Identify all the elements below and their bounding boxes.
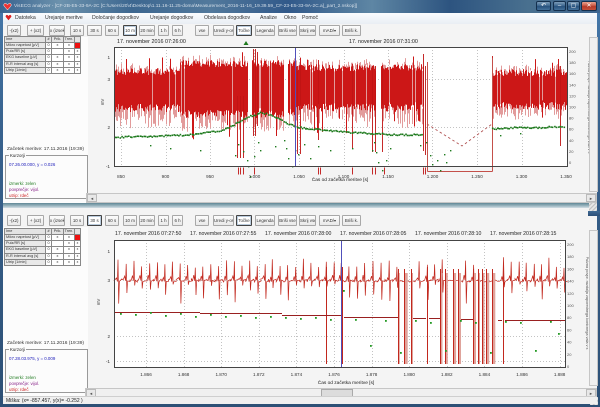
svg-text:Čas od začetka meritve [s]: Čas od začetka meritve [s] <box>318 379 375 386</box>
svg-text:3: 3 <box>107 77 110 82</box>
svg-text:17. november 2016 07:28:15: 17. november 2016 07:28:15 <box>490 231 556 237</box>
svg-text:40: 40 <box>567 340 572 345</box>
svg-text:1.874: 1.874 <box>291 372 303 377</box>
svg-text:17. november 2016 07:28:10: 17. november 2016 07:28:10 <box>415 231 481 237</box>
svg-text:160: 160 <box>567 266 574 271</box>
svg-text:1.888: 1.888 <box>554 372 566 377</box>
svg-text:200: 200 <box>567 242 574 247</box>
svg-text:Čas od začetka meritve [s]: Čas od začetka meritve [s] <box>312 176 369 183</box>
svg-text:0: 0 <box>567 364 570 369</box>
svg-text:1.876: 1.876 <box>328 372 340 377</box>
svg-text:160: 160 <box>569 71 576 76</box>
svg-text:mV: mV <box>100 99 105 106</box>
svg-text:180: 180 <box>567 254 574 259</box>
svg-text:-1: -1 <box>106 359 111 364</box>
svg-text:20: 20 <box>569 149 574 154</box>
svg-text:1.100: 1.100 <box>338 174 350 179</box>
svg-text:1.250: 1.250 <box>471 174 483 179</box>
svg-text:2: 2 <box>107 334 110 339</box>
svg-text:1.872: 1.872 <box>253 372 265 377</box>
svg-text:-1: -1 <box>106 164 111 169</box>
svg-text:60: 60 <box>569 127 574 132</box>
svg-text:950: 950 <box>206 174 214 179</box>
svg-text:3: 3 <box>107 278 110 283</box>
svg-text:900: 900 <box>162 174 170 179</box>
svg-text:1.866: 1.866 <box>140 372 152 377</box>
svg-text:mV: mV <box>96 299 101 306</box>
svg-text:17. november 2016 07:27:55: 17. november 2016 07:27:55 <box>190 231 256 237</box>
svg-text:1.050: 1.050 <box>293 174 305 179</box>
svg-text:1.200: 1.200 <box>427 174 439 179</box>
svg-text:20: 20 <box>567 352 572 357</box>
svg-text:1.884: 1.884 <box>479 372 491 377</box>
svg-text:100: 100 <box>567 303 574 308</box>
svg-text:120: 120 <box>567 291 574 296</box>
svg-text:200: 200 <box>569 49 576 54</box>
svg-text:1.882: 1.882 <box>441 372 453 377</box>
svg-text:1.886: 1.886 <box>516 372 528 377</box>
svg-text:60: 60 <box>567 327 572 332</box>
svg-text:180: 180 <box>569 60 576 65</box>
svg-text:1.150: 1.150 <box>382 174 394 179</box>
svg-text:100: 100 <box>569 105 576 110</box>
svg-text:140: 140 <box>569 82 576 87</box>
svg-text:80: 80 <box>569 116 574 121</box>
svg-text:120: 120 <box>569 93 576 98</box>
svg-text:1.870: 1.870 <box>215 372 227 377</box>
svg-text:1.880: 1.880 <box>403 372 415 377</box>
svg-text:17. november 2016 07:28:05: 17. november 2016 07:28:05 <box>340 231 406 237</box>
svg-text:1.000: 1.000 <box>249 174 261 179</box>
svg-text:2: 2 <box>107 125 110 130</box>
svg-text:40: 40 <box>569 138 574 143</box>
svg-text:Pulzna povpr. razdalja zapored: Pulzna povpr. razdalja zaporednega konic… <box>585 257 589 350</box>
svg-text:1.878: 1.878 <box>366 372 378 377</box>
svg-text:17. november 2016 07:31:00: 17. november 2016 07:31:00 <box>349 39 418 45</box>
svg-text:17. november 2016 07:26:00: 17. november 2016 07:26:00 <box>117 39 186 45</box>
svg-text:1: 1 <box>107 55 110 60</box>
svg-text:1.350: 1.350 <box>560 174 572 179</box>
svg-text:1: 1 <box>107 249 110 254</box>
svg-text:17. november 2016 07:27:50: 17. november 2016 07:27:50 <box>115 231 181 237</box>
svg-text:80: 80 <box>567 315 572 320</box>
svg-text:1.300: 1.300 <box>516 174 528 179</box>
svg-text:0: 0 <box>569 160 572 165</box>
svg-text:1.868: 1.868 <box>178 372 190 377</box>
svg-text:140: 140 <box>567 279 574 284</box>
svg-text:850: 850 <box>117 174 125 179</box>
svg-text:17. november 2016 07:28:00: 17. november 2016 07:28:00 <box>265 231 331 237</box>
